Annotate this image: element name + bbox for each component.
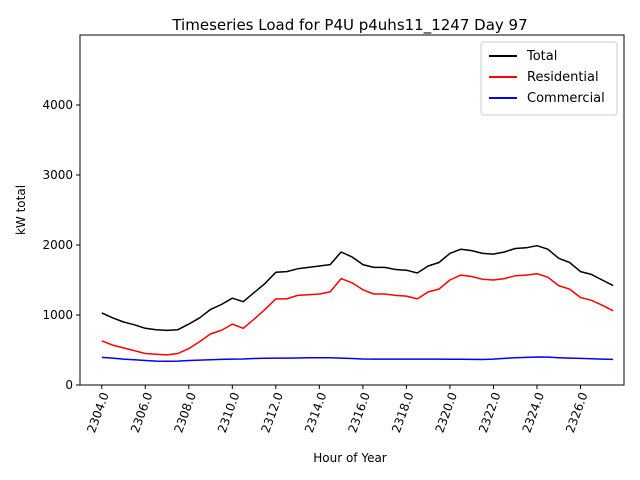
legend-label-total: Total bbox=[526, 49, 557, 64]
chart-title: Timeseries Load for P4U p4uhs11_1247 Day… bbox=[171, 16, 527, 35]
y-tick-label: 2000 bbox=[42, 238, 73, 252]
y-tick-label: 1000 bbox=[42, 308, 73, 322]
y-tick-label: 4000 bbox=[42, 98, 73, 112]
series-line-commercial bbox=[101, 356, 614, 362]
y-tick-label: 0 bbox=[65, 378, 73, 392]
series-line-total bbox=[101, 244, 614, 332]
legend-label-residential: Residential bbox=[527, 70, 599, 85]
legend: Total Residential Commercial bbox=[480, 41, 618, 116]
plot-frame bbox=[79, 34, 625, 386]
plot-area bbox=[101, 244, 614, 362]
y-axis: 0 1000 2000 3000 4000 bbox=[42, 98, 80, 392]
series-line-residential bbox=[101, 272, 614, 356]
legend-label-commercial: Commercial bbox=[527, 91, 605, 106]
legend-box bbox=[480, 41, 618, 116]
y-axis-label: kW total bbox=[14, 185, 28, 235]
x-axis-label: Hour of Year bbox=[313, 451, 387, 465]
y-tick-label: 3000 bbox=[42, 168, 73, 182]
